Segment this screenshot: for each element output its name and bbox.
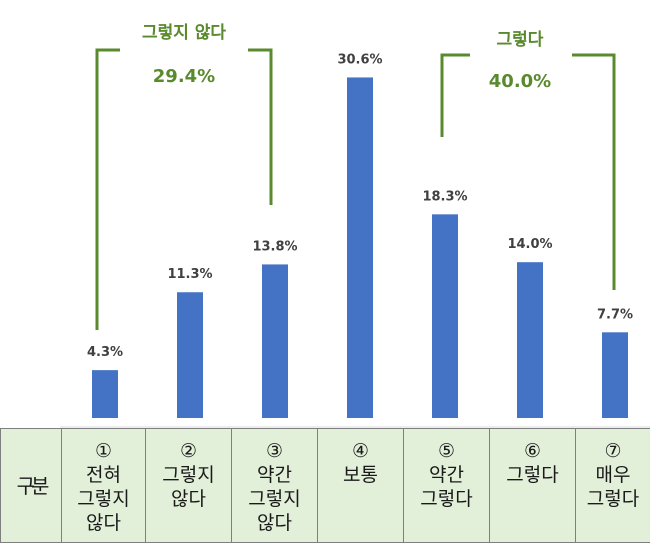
group-bracket: [440, 53, 616, 290]
category-cell: ② 그렇지 않다: [145, 428, 232, 543]
group-label: 그렇다: [497, 30, 544, 50]
category-cell: ① 전혀 그렇지 않다: [61, 428, 146, 543]
data-label: 4.3%: [87, 345, 123, 360]
bar: [177, 292, 203, 418]
group-total: 40.0%: [489, 71, 551, 92]
group-label: 그렇지 않다: [142, 23, 226, 43]
data-label: 7.7%: [597, 307, 633, 322]
table-header-cell: 구분: [0, 428, 62, 543]
bar-chart: 4.3% 11.3% 13.8% 30.6% 18.3% 14.0% 7.7% 그렇지 않다 2…: [60, 23, 650, 428]
category-cell: ⑥ 그렇다: [489, 428, 576, 543]
data-label: 30.6%: [337, 52, 382, 67]
bar: [347, 77, 373, 419]
bar: [432, 214, 458, 418]
data-label: 14.0%: [507, 237, 552, 252]
category-cell: ⑦ 매우 그렇다: [575, 428, 650, 543]
bar: [602, 332, 628, 418]
data-label: 13.8%: [252, 239, 297, 254]
data-label: 11.3%: [167, 267, 212, 282]
group-bracket: [95, 48, 273, 330]
group-total: 29.4%: [153, 66, 215, 87]
category-cell: ③ 약간 그렇지 않다: [231, 428, 318, 543]
category-cell: ④ 보통: [317, 428, 404, 543]
category-table: 구분 ① 전혀 그렇지 않다 ② 그렇지 않다 ③ 약간 그렇지 않다 ④ 보통…: [0, 428, 650, 543]
category-cell: ⑤ 약간 그렇다: [403, 428, 490, 543]
category-row: 구분 ① 전혀 그렇지 않다 ② 그렇지 않다 ③ 약간 그렇지 않다 ④ 보통…: [0, 428, 650, 543]
data-label: 18.3%: [422, 189, 467, 204]
bar: [262, 264, 288, 418]
bar: [92, 370, 118, 418]
bar: [517, 262, 543, 418]
